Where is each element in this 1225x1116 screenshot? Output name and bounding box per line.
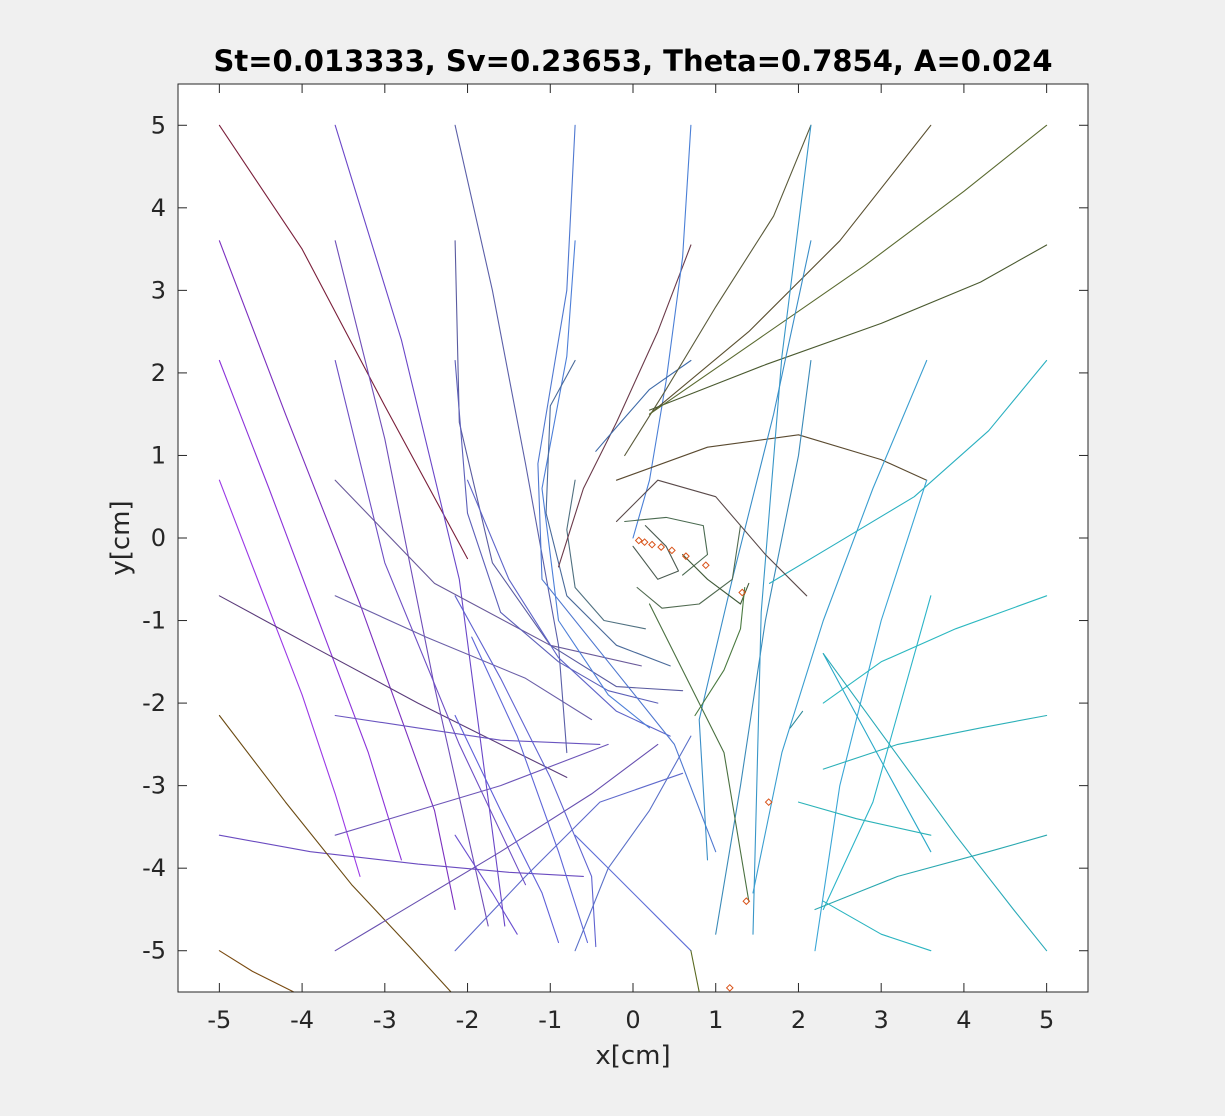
y-tick-label: 0 — [151, 524, 166, 552]
particle-marker-10 — [725, 983, 734, 992]
particle-marker-8 — [764, 798, 773, 807]
trajectory-line-48 — [822, 714, 1048, 770]
x-tick-label: 3 — [874, 1006, 889, 1034]
trajectory-line-36 — [648, 124, 932, 415]
trajectory-line-39 — [715, 359, 812, 935]
trajectory-line-11 — [334, 479, 642, 667]
particle-marker-2 — [648, 540, 656, 549]
trajectory-line-38 — [648, 124, 1048, 415]
trajectory-line-17 — [454, 124, 568, 754]
x-tick-label: 5 — [1039, 1006, 1054, 1034]
trajectory-line-49 — [797, 801, 932, 836]
particle-marker-4 — [667, 546, 676, 555]
trajectory-line-32 — [632, 124, 692, 539]
y-tick-label: -5 — [142, 937, 166, 965]
trajectory-line-20 — [466, 479, 671, 737]
trajectory-line-41 — [752, 124, 812, 935]
trajectory-line-42 — [752, 359, 928, 894]
trajectory-line-54 — [615, 479, 808, 597]
trajectory-line-16 — [454, 834, 518, 935]
x-tick-label: -5 — [207, 1006, 231, 1034]
particle-markers — [634, 536, 773, 992]
trajectory-line-12 — [334, 595, 593, 721]
y-tick-label: 2 — [151, 359, 166, 387]
trajectory-line-31 — [557, 244, 692, 568]
trajectory-line-50 — [814, 834, 1048, 911]
trajectory-line-13 — [334, 714, 601, 745]
y-tick-label: 3 — [151, 276, 166, 304]
axis-ticks: -5 -4 -3 -2 -1 0 1 2 3 4 5 -5 -4 -3 -2 -1 0 1 2 3 4 5 — [142, 84, 1088, 1034]
chart-title: St=0.013333, Sv=0.23653, Theta=0.7854, A… — [213, 44, 1052, 78]
particle-marker-7 — [738, 588, 747, 597]
y-axis-label: y[cm] — [106, 500, 136, 575]
trajectory-line-27 — [537, 124, 717, 853]
trajectory-line-6 — [218, 714, 452, 993]
trajectory-line-9 — [334, 240, 489, 927]
trajectory-line-55 — [624, 516, 709, 576]
particle-marker-9 — [742, 897, 751, 906]
trajectory-line-10 — [334, 359, 527, 886]
trajectory-line-15 — [334, 743, 659, 952]
trajectory-line-0 — [218, 124, 469, 560]
trajectory-line-59 — [694, 586, 746, 717]
y-tick-label: -2 — [142, 689, 166, 717]
y-tick-label: -3 — [142, 772, 166, 800]
trajectory-line-19 — [454, 359, 659, 704]
trajectory-line-47 — [822, 595, 1048, 704]
y-tick-label: 1 — [151, 441, 166, 469]
trajectory-line-35 — [615, 434, 928, 481]
particle-marker-0 — [634, 536, 643, 545]
trajectory-line-53 — [632, 525, 680, 580]
trajectory-line-28 — [541, 240, 651, 729]
trajectory-lines — [218, 124, 1048, 993]
x-tick-label: -4 — [290, 1006, 314, 1034]
trajectory-line-1 — [218, 240, 456, 911]
trajectory-line-60 — [789, 710, 804, 729]
y-tick-label: -1 — [142, 607, 166, 635]
y-tick-label: 5 — [151, 111, 166, 139]
particle-marker-5 — [682, 552, 690, 561]
trajectory-line-5 — [218, 834, 584, 877]
trajectory-line-26 — [574, 735, 692, 952]
particle-marker-3 — [657, 543, 666, 551]
trajectory-line-21 — [454, 595, 597, 948]
trajectory-line-2 — [218, 359, 402, 861]
particle-marker-1 — [640, 538, 649, 547]
x-tick-label: 4 — [956, 1006, 971, 1034]
x-tick-label: 1 — [708, 1006, 723, 1034]
trajectory-line-4 — [218, 595, 568, 778]
trajectory-line-22 — [471, 636, 589, 944]
trajectory-line-46 — [822, 595, 932, 911]
x-tick-label: -1 — [538, 1006, 562, 1034]
trajectory-line-24 — [454, 772, 684, 952]
x-tick-label: 0 — [625, 1006, 640, 1034]
trajectory-line-57 — [648, 603, 750, 902]
trajectory-line-14 — [334, 743, 609, 836]
trajectory-line-3 — [218, 479, 361, 877]
trajectory-line-8 — [334, 124, 506, 927]
y-tick-label: -4 — [142, 854, 166, 882]
x-tick-label: -3 — [373, 1006, 397, 1034]
trajectory-line-61 — [690, 950, 700, 993]
trajectory-line-52 — [822, 653, 1048, 952]
x-axis-label: x[cm] — [595, 1041, 670, 1071]
trajectory-line-25 — [574, 834, 692, 952]
trajectory-line-44 — [768, 359, 1048, 584]
trajectory-line-18 — [454, 240, 684, 692]
trajectory-line-29 — [545, 359, 671, 667]
trajectory-line-56 — [636, 525, 742, 609]
y-tick-label: 4 — [151, 194, 166, 222]
trajectory-line-43 — [814, 479, 928, 952]
trajectory-line-37 — [648, 244, 1048, 411]
x-tick-label: -2 — [456, 1006, 480, 1034]
trajectory-line-23 — [454, 714, 560, 944]
x-tick-label: 2 — [791, 1006, 806, 1034]
trajectory-line-7 — [218, 950, 295, 993]
trajectory-line-30 — [566, 479, 646, 630]
axes-box — [177, 83, 1089, 993]
trajectory-line-51 — [822, 900, 932, 952]
particle-marker-6 — [701, 561, 710, 570]
trajectory-line-33 — [595, 359, 692, 452]
